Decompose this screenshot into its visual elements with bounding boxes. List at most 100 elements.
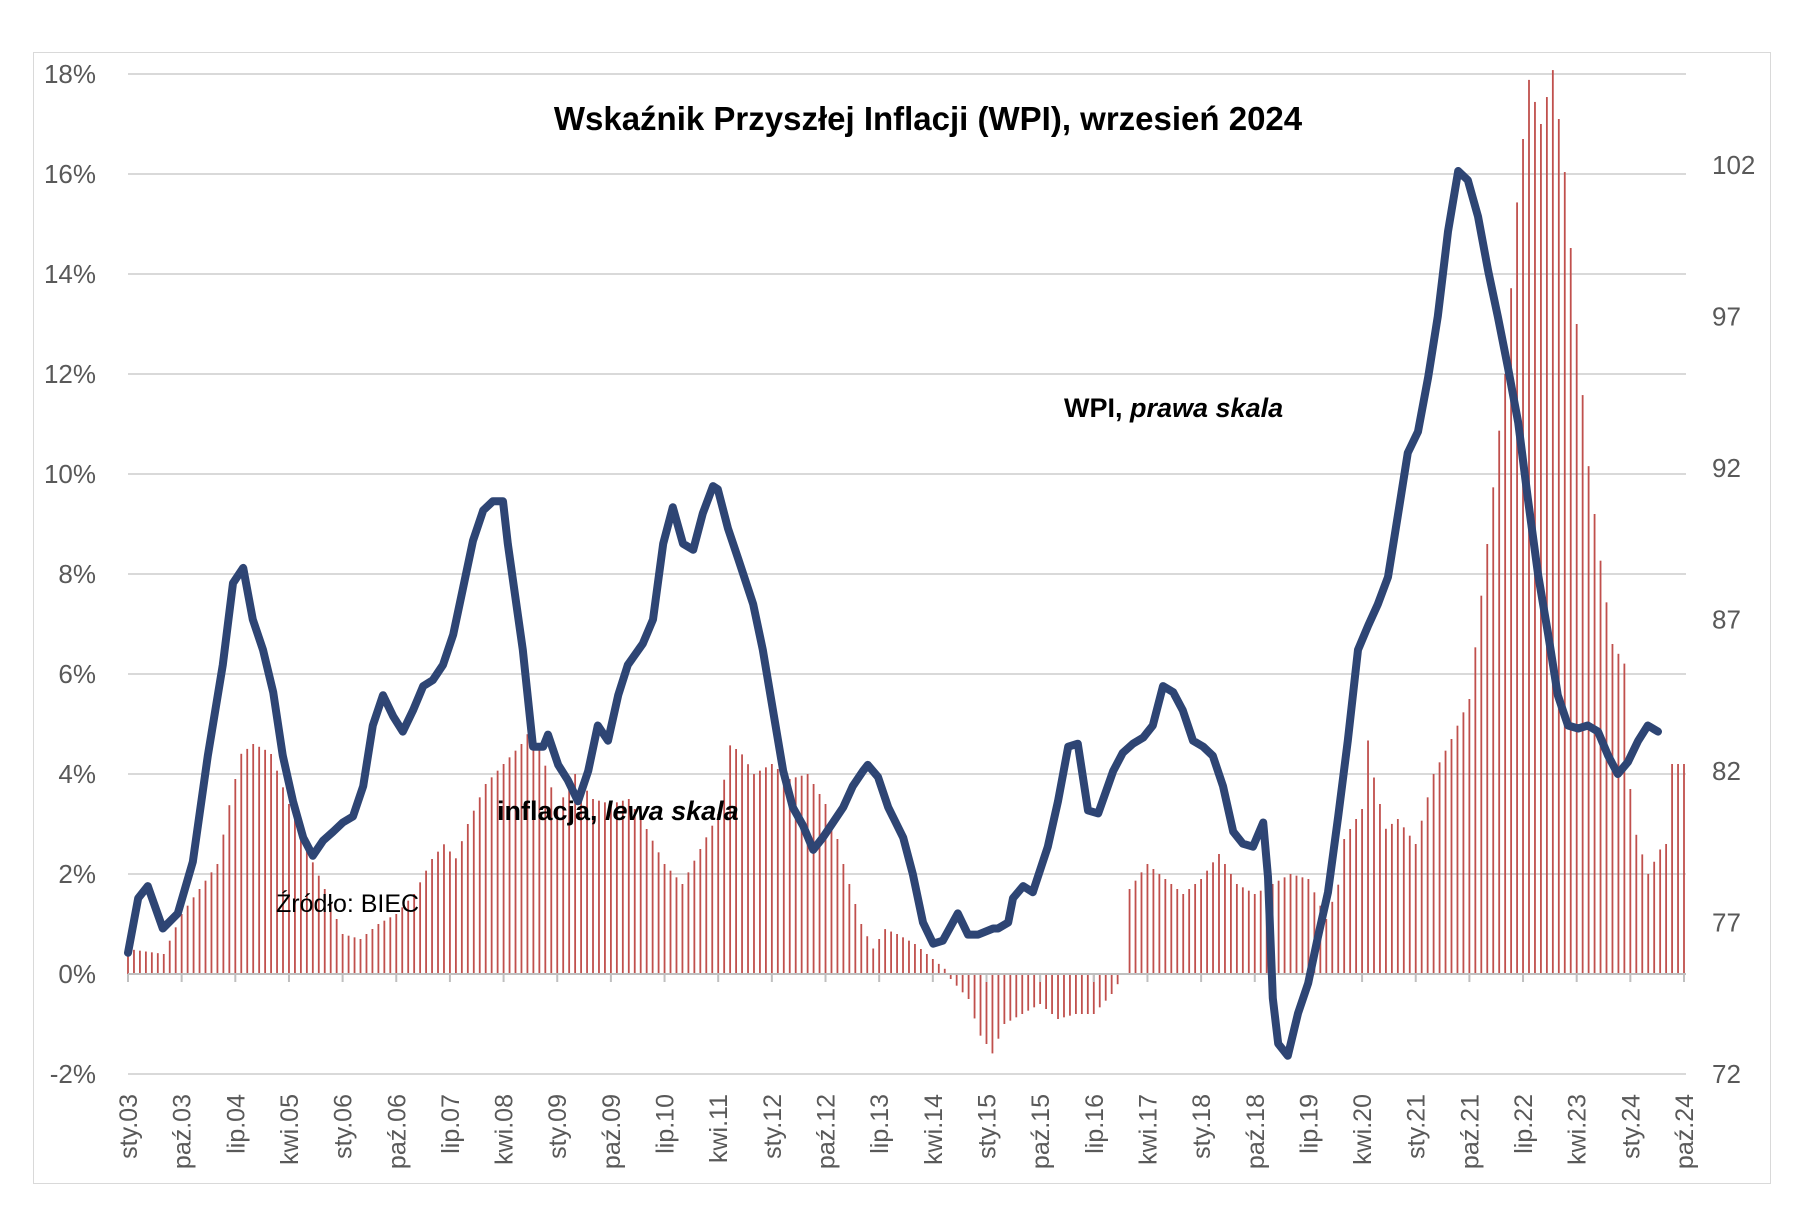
inflation-bar [258, 746, 261, 974]
inflation-bar [675, 877, 678, 974]
inflation-bar [1492, 487, 1495, 974]
inflation-bar [860, 924, 863, 974]
inflation-bar [765, 767, 767, 974]
x-tick-label: sty.09 [544, 1094, 572, 1159]
inflation-bar [562, 797, 565, 974]
inflation-bar [663, 864, 666, 974]
inflation-bar [1611, 644, 1614, 974]
inflation-bar [639, 819, 642, 974]
inflation-bar [1182, 894, 1185, 974]
inflation-bar [1241, 887, 1244, 974]
inflation-bar [788, 779, 791, 974]
inflation-bar [770, 764, 773, 974]
inflation-bar [610, 804, 612, 974]
inflation-bar [717, 814, 720, 974]
inflation-bar [681, 884, 684, 974]
inflation-bar [1277, 880, 1280, 974]
inflation-bar [908, 940, 910, 974]
inflation-bar [633, 809, 636, 974]
wpi-series-label-italic: prawa skala [1129, 393, 1283, 423]
inflation-bar [1396, 819, 1399, 974]
x-tick-label: paź.15 [1027, 1094, 1055, 1169]
inflation-bar [1015, 974, 1018, 1018]
inflation-bar [776, 769, 779, 974]
inflation-bar [1200, 879, 1202, 974]
left-tick-label: 18% [44, 59, 96, 89]
inflation-bar [741, 754, 743, 974]
inflation-series-label: inflacja, lewa skala [497, 796, 739, 826]
inflation-bar [234, 779, 237, 974]
inflation-bar [1390, 823, 1393, 974]
inflation-bar [1116, 974, 1119, 985]
inflation-bar [1253, 894, 1256, 974]
inflation-bar [598, 800, 600, 974]
inflation-bar [1176, 889, 1179, 974]
left-tick-label: 4% [58, 759, 96, 789]
inflation-bar [526, 734, 529, 974]
inflation-bar [836, 839, 839, 974]
inflation-bar [985, 974, 988, 1044]
inflation-bar [1635, 834, 1638, 974]
inflation-bar [1468, 699, 1471, 974]
x-tick-label: paź.06 [383, 1094, 411, 1169]
x-tick-label: kwi.14 [920, 1094, 948, 1165]
inflation-bar [1337, 884, 1340, 974]
right-tick-label: 72 [1712, 1059, 1741, 1089]
inflation-bar [437, 851, 439, 974]
inflation-bar [818, 794, 821, 974]
x-tick-label: sty.21 [1403, 1094, 1431, 1159]
inflation-bar [884, 929, 887, 974]
x-tick-label: kwi.05 [276, 1094, 304, 1165]
inflation-bar [1569, 248, 1572, 974]
inflation-bar [389, 917, 392, 974]
inflation-series-label-prefix: inflacja, [497, 796, 605, 826]
x-tick-label: kwi.08 [491, 1094, 519, 1165]
inflation-bar [1134, 880, 1137, 974]
inflation-bar [759, 770, 761, 974]
inflation-bar [1420, 820, 1423, 974]
x-tick-label: paź.18 [1242, 1094, 1270, 1169]
inflation-bar [472, 810, 475, 974]
inflation-bar [1498, 430, 1501, 974]
inflation-bar [1283, 877, 1286, 974]
inflation-bar [317, 875, 320, 974]
inflation-bar [180, 914, 183, 974]
inflation-bar [1379, 804, 1381, 974]
inflation-bar [174, 927, 177, 974]
inflation-bar [1551, 70, 1554, 974]
left-tick-label: 16% [44, 159, 96, 189]
inflation-bar [1212, 862, 1214, 974]
inflation-bar [133, 949, 135, 974]
inflation-bar [1003, 974, 1006, 1024]
inflation-bar [407, 900, 410, 974]
left-tick-label: 2% [58, 859, 96, 889]
x-tick-label: paź.24 [1671, 1094, 1699, 1169]
inflation-bar [1444, 750, 1447, 974]
inflation-bar [1575, 324, 1578, 974]
inflation-bar [311, 862, 314, 974]
inflation-bar [878, 939, 881, 974]
x-tick-label: sty.15 [973, 1094, 1001, 1159]
inflation-bar [520, 744, 523, 974]
inflation-bar [615, 802, 618, 974]
inflation-bar [1188, 889, 1191, 974]
inflation-bar [1021, 974, 1024, 1014]
inflation-bar [460, 841, 463, 974]
inflation-bar [943, 968, 946, 974]
inflation-bar [1057, 974, 1059, 1019]
inflation-bar [1313, 892, 1316, 974]
inflation-bar [216, 864, 219, 974]
zero-axis [127, 973, 1686, 982]
inflation-bar [168, 940, 171, 974]
inflation-bar [162, 954, 165, 974]
inflation-bar [747, 764, 749, 974]
inflation-bar [896, 934, 898, 974]
right-tick-label: 87 [1712, 604, 1741, 634]
inflation-bar [657, 852, 660, 974]
inflation-bar [902, 937, 904, 974]
inflation-bar [627, 799, 630, 974]
inflation-bar [347, 935, 350, 974]
inflation-bar [1110, 974, 1113, 994]
inflation-bar [144, 951, 147, 974]
x-tick-label: lip.22 [1510, 1094, 1538, 1154]
